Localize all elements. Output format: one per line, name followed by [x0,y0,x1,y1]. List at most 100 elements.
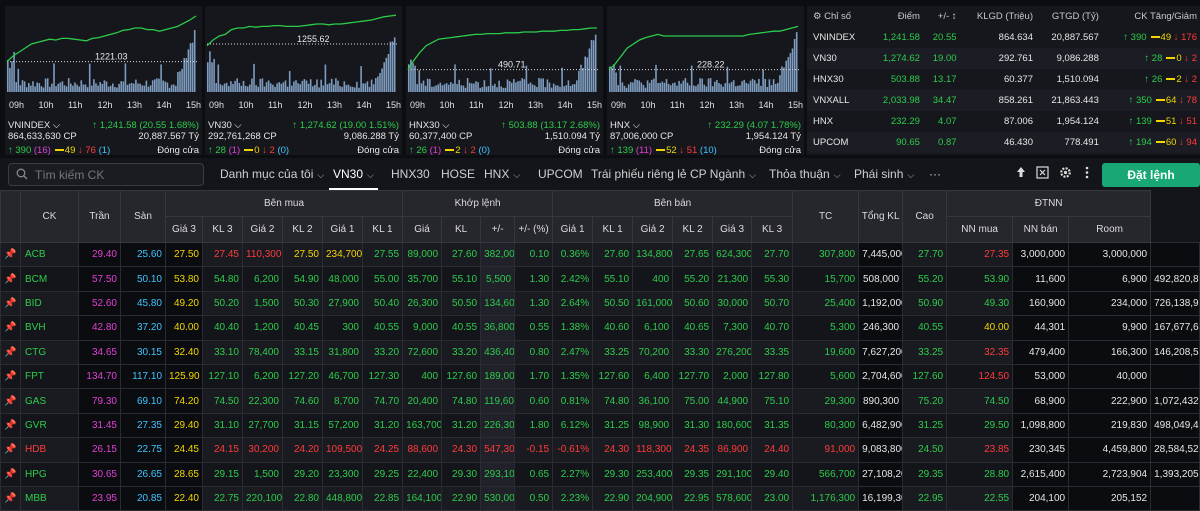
market-status: Đóng cửa [759,145,801,156]
board-subheader[interactable]: Giá 3 [165,216,203,243]
tab-6[interactable]: UPCOM [538,160,583,190]
stock-row[interactable]: 📌 BID 52.60 45.80 49.20 50.20 1,500 50.30 27,900… [0,290,1200,317]
tab-label: Danh mục của tôi [220,167,314,181]
pin-icon[interactable]: 📌 [0,266,21,292]
change-percent-cell: 0.81% [552,388,594,414]
board-subheader[interactable]: KL 2 [672,216,714,243]
board-subheader[interactable]: KL [441,216,482,243]
price-cell: 49.30 [946,290,1014,317]
index-chart-hnx[interactable]: 228.22 09h 10h 11h 12h 13h 14h 15h HNX ⌵ ↑ 232.29… [607,6,804,156]
tab-3[interactable]: HNX30 [391,160,430,190]
volume-bar [408,64,410,92]
price-cell: 27.35 [946,241,1014,268]
board-subheader[interactable]: KL 2 [282,216,323,243]
stock-row[interactable]: 📌 GVR 31.45 27.35 29.40 31.10 27,700 31.15 57,20… [0,412,1200,439]
tab-8[interactable]: CP Ngành ⌵ [690,160,756,190]
pin-icon[interactable]: 📌 [0,339,21,365]
board-subheader[interactable]: Giá 2 [242,216,283,243]
tab-4[interactable]: HOSE [441,160,475,190]
index-row[interactable]: UPCOM 90.65 0.87 46.430 778.491 ↑ 194 60 ↓ 94 [807,132,1200,153]
index-chart-hnx30[interactable]: 490.71 09h 10h 11h 12h 13h 14h 15h HNX30 ⌵ ↑ 503.… [406,6,603,156]
tab-10[interactable]: Phái sinh ⌵ [854,160,914,190]
pin-icon[interactable]: 📌 [0,290,21,317]
stock-row[interactable]: 📌 BCM 57.50 50.10 53.80 54.80 6,200 54.90 48,000… [0,266,1200,292]
board-subheader[interactable]: +/- [480,216,516,243]
board-subheader[interactable]: KL 1 [592,216,634,243]
pin-icon[interactable]: 📌 [0,412,21,439]
volume-bar [701,78,703,92]
pin-icon[interactable]: 📌 [0,461,21,487]
volume-bar [655,64,657,92]
pin-icon[interactable]: 📌 [0,241,21,268]
stock-row[interactable]: 📌 FPT 134.70 117.10 125.90 127.10 6,200 127.20 4… [0,363,1200,390]
board-subheader[interactable]: Giá 2 [632,216,674,243]
board-subheader[interactable]: +/- (%) [514,216,554,243]
volume-bar [686,82,689,92]
index-row[interactable]: HNX 232.29 4.07 87.006 1,954.124 ↑ 139 51 ↓ 51 [807,111,1200,132]
more-icon[interactable] [1079,166,1095,182]
place-order-button[interactable]: Đặt lệnh [1102,163,1200,187]
stock-row[interactable]: 📌 MBB 23.95 20.85 22.40 22.75 220,100 22.80 448,… [0,485,1200,511]
pin-icon[interactable]: 📌 [0,388,21,414]
tab-2[interactable]: VN30 ⌵ [329,160,378,190]
gear-icon[interactable]: ⚙ [813,11,825,22]
stock-row[interactable]: 📌 HDB 26.15 22.75 24.45 24.15 30,200 24.20 109,5… [0,437,1200,463]
volume-bar [454,64,456,92]
search-box[interactable] [8,163,204,186]
tab-9[interactable]: Thỏa thuận ⌵ [769,160,841,190]
volume-bar [291,85,293,92]
tab-11[interactable]: ··· [929,160,941,190]
chevron-down-icon[interactable]: ⌵ [439,120,450,131]
upload-icon[interactable] [1013,166,1029,182]
board-subheader[interactable]: Giá [402,216,443,243]
volume-cell: 382,000 [480,241,516,268]
chevron-down-icon[interactable]: ⌵ [50,120,61,131]
board-subheader[interactable]: KL 3 [751,216,794,243]
stock-row[interactable]: 📌 ACB 29.40 25.60 27.50 27.45 110,300 27.50 234,… [0,241,1200,268]
board-subheader[interactable]: Giá 3 [712,216,753,243]
pin-icon[interactable]: 📌 [0,485,21,511]
foreign-room: 1,072,432,444 [1150,388,1200,414]
volume-bar [439,82,442,92]
stock-row[interactable]: 📌 CTG 34.65 30.15 32.40 33.10 78,400 33.15 31,80… [0,339,1200,365]
tab-5[interactable]: HNX ⌵ [484,160,520,190]
board-subheader[interactable]: Room [1068,216,1152,243]
time-tick: 09h [611,100,626,110]
index-row[interactable]: HNX30 503.88 13.17 60.377 1,510.094 ↑ 26 2 ↓ 2 [807,69,1200,90]
board-subheader[interactable]: NN bán [1012,216,1070,243]
index-row[interactable]: VNINDEX 1,241.58 20.55 864.634 20,887.567 ↑ 3… [807,27,1200,48]
board-subheader[interactable]: Giá 1 [322,216,363,243]
board-subheader[interactable]: NN mua [946,216,1014,243]
excel-icon[interactable] [1034,166,1050,182]
index-row[interactable]: VNXALL 2,033.98 34.47 858.261 21,863.443 ↑ 35… [807,90,1200,111]
change-cell: 0.55 [514,315,554,341]
chevron-down-icon[interactable]: ⌵ [231,120,242,131]
price-cell: 31.20 [441,412,482,439]
index-chart-vn30[interactable]: 1255.62 09h 10h 11h 12h 13h 14h 15h VN30 ⌵ ↑ 1,27… [205,6,402,156]
tab-7[interactable]: Trái phiếu riêng lẻ [591,160,687,190]
volume-bar [559,86,561,92]
up-count: ↑ 26 [1144,74,1163,85]
unchanged-count: 52 [666,145,677,156]
settings-icon[interactable] [1057,166,1073,182]
search-input[interactable] [35,166,195,184]
chevron-down-icon[interactable]: ⌵ [630,120,640,131]
board-subheader[interactable]: Giá 1 [552,216,594,243]
stock-row[interactable]: 📌 GAS 79.30 69.10 74.20 74.50 22,300 74.60 8,700… [0,388,1200,414]
volume-cell: 57,200 [322,412,363,439]
index-row[interactable]: VN30 1,274.62 19.00 292.761 9,086.288 ↑ 28 0 ↓… [807,48,1200,69]
index-chart-vnindex[interactable]: 1221.03 09h 10h 11h 12h 13h 14h 15h VNINDEX ⌵ ↑ 1… [5,6,202,156]
stock-row[interactable]: 📌 BVH 42.80 37.20 40.00 40.40 1,200 40.45 300 40.… [0,315,1200,341]
tab-1[interactable]: Danh mục của tôi ⌵ [220,160,324,190]
sort-icon[interactable]: ↕ [949,11,957,22]
board-subheader[interactable]: KL 1 [361,216,404,243]
pin-icon[interactable]: 📌 [0,315,21,341]
stock-row[interactable]: 📌 HPG 30.65 26.65 28.65 29.15 1,500 29.20 23,300… [0,461,1200,487]
down-count: ↓ 76 [75,145,96,156]
pin-icon[interactable]: 📌 [0,363,21,390]
volume-cell: 400 [402,363,443,390]
volume-bar [464,87,467,92]
volume-bar [354,87,356,92]
pin-icon[interactable]: 📌 [0,437,21,463]
board-subheader[interactable]: KL 3 [202,216,243,243]
